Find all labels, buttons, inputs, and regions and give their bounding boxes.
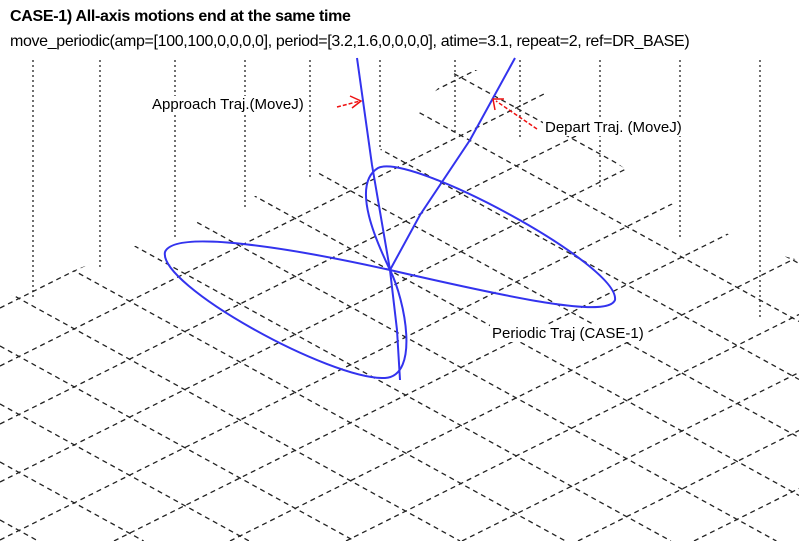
grid-floor-line xyxy=(693,487,799,541)
grid-floor-line xyxy=(229,255,799,541)
approach-arrow xyxy=(336,95,363,109)
grid-floor-line xyxy=(0,171,672,541)
approach-label: Approach Traj.(MoveJ) xyxy=(150,96,306,113)
grid-floor-line xyxy=(577,429,799,541)
periodic-label: Periodic Traj (CASE-1) xyxy=(490,325,646,342)
depart-arrow xyxy=(492,98,538,130)
grid-floor-line xyxy=(214,70,799,323)
grid-floor-line xyxy=(0,287,461,541)
depart-trajectory xyxy=(389,57,516,271)
grid-floor-line xyxy=(345,313,799,541)
grid-floor-line xyxy=(0,461,144,541)
grid-floor-line xyxy=(113,197,799,541)
grid-floor-line xyxy=(0,403,250,541)
grid-floor-line xyxy=(425,70,799,207)
grid-floor-line xyxy=(461,371,799,541)
depart-label: Depart Traj. (MoveJ) xyxy=(543,119,684,136)
grid-floor-line xyxy=(0,70,733,367)
command-text: move_periodic(amp=[100,100,0,0,0,0], per… xyxy=(10,33,690,50)
grid-floor-line xyxy=(0,345,355,541)
diagram-title: CASE-1) All-axis motions end at the same… xyxy=(10,8,351,25)
grid-floor-line xyxy=(0,139,799,541)
grid-floor-line xyxy=(0,113,777,541)
grid-floor-line xyxy=(108,70,799,381)
grid-floor-line xyxy=(0,70,799,497)
grid-floor-line xyxy=(0,229,566,541)
approach-trajectory xyxy=(356,57,401,381)
grid-floor-line xyxy=(3,70,799,439)
grid-floor-line xyxy=(0,70,799,425)
grid-floor-line xyxy=(0,519,39,541)
grid-floor-line xyxy=(0,81,799,483)
periodic-trajectory xyxy=(163,165,617,380)
